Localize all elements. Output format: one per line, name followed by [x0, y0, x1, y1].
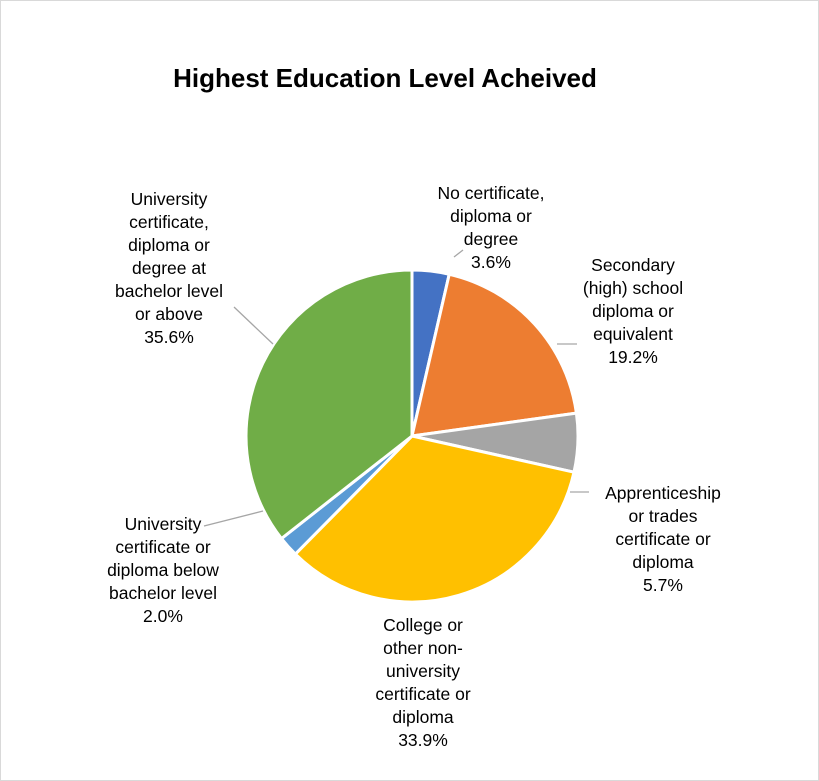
slice-label-5: University certificate or diploma below bac… [107, 514, 219, 626]
pie-slice-2 [410, 272, 578, 438]
slice-label-line: diploma or [450, 206, 532, 226]
pie-slices [244, 268, 580, 604]
slice-label-line: certificate or [115, 537, 210, 557]
slice-label-line: diploma [392, 707, 454, 727]
slice-label-4: College or other non-university certificat… [375, 615, 470, 750]
slice-value-label: 35.6% [144, 327, 194, 347]
slice-labels: No certificate, diploma or degree 3.6% Secon… [107, 183, 721, 750]
slice-label-line: diploma below [107, 560, 219, 580]
slice-value-label: 19.2% [608, 347, 658, 367]
slice-label-line: other non- [383, 638, 463, 658]
slice-label-6: University certificate, diploma or degree a… [115, 189, 223, 347]
slice-label-line: certificate, [129, 212, 209, 232]
slice-value-label: 3.6% [471, 252, 511, 272]
slice-label-line: University [125, 514, 202, 534]
slice-value-label: 5.7% [643, 575, 683, 595]
slice-label-line: diploma or [592, 301, 674, 321]
slice-value-label: 33.9% [398, 730, 448, 750]
slice-label-line: (high) school [583, 278, 683, 298]
slice-label-line: bachelor level [109, 583, 217, 603]
leader-line-5 [203, 510, 264, 527]
slice-label-line: No certificate, [438, 183, 545, 203]
slice-label-line: or trades [628, 506, 697, 526]
slice-label-line: Secondary [591, 255, 675, 275]
slice-value-label: 2.0% [143, 606, 183, 626]
slice-label-line: Apprenticeship [605, 483, 721, 503]
slice-label-line: University [131, 189, 208, 209]
slice-label-3: Apprenticeship or trades certificate or dip… [605, 483, 721, 595]
slice-label-line: degree [464, 229, 519, 249]
pie-slice-6 [244, 268, 414, 541]
leader-line-6 [233, 306, 274, 345]
slice-label-line: diploma or [128, 235, 210, 255]
slice-label-line: university [386, 661, 460, 681]
slice-label-line: certificate or [375, 684, 470, 704]
slice-label-line: or above [135, 304, 203, 324]
slice-label-line: diploma [632, 552, 694, 572]
leader-line-1 [453, 249, 464, 258]
slice-label-line: College or [383, 615, 463, 635]
slice-label-line: certificate or [615, 529, 710, 549]
chart-title: Highest Education Level Acheived [173, 63, 597, 93]
pie-slice-4 [293, 434, 576, 604]
slice-label-1: No certificate, diploma or degree 3.6% [438, 183, 545, 272]
slice-label-2: Secondary (high) school diploma or equivale… [583, 255, 683, 367]
slice-label-line: degree at [132, 258, 206, 278]
leader-lines [203, 249, 589, 527]
slice-label-line: equivalent [593, 324, 673, 344]
slice-label-line: bachelor level [115, 281, 223, 301]
